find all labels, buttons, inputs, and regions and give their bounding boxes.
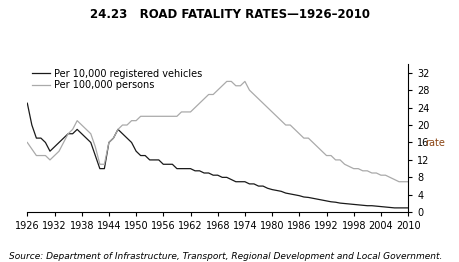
Per 10,000 registered vehicles [138, 154, 143, 157]
Line: Per 10,000 registered vehicles: Per 10,000 registered vehicles [27, 103, 407, 208]
Per 10,000 registered vehicles [88, 141, 93, 144]
Y-axis label: rate: rate [424, 138, 444, 148]
Per 100,000 persons [88, 132, 93, 135]
Per 10,000 registered vehicles [382, 205, 387, 209]
Per 10,000 registered vehicles [214, 174, 220, 177]
Text: Source: Department of Infrastructure, Transport, Regional Development and Local : Source: Department of Infrastructure, Tr… [9, 253, 442, 261]
Per 10,000 registered vehicles [404, 206, 410, 209]
Per 100,000 persons [142, 115, 148, 118]
Per 100,000 persons [404, 180, 410, 183]
Per 100,000 persons [156, 115, 161, 118]
Line: Per 100,000 persons: Per 100,000 persons [27, 81, 407, 182]
Per 10,000 registered vehicles [24, 102, 30, 105]
Per 100,000 persons [395, 180, 401, 183]
Per 100,000 persons [138, 115, 143, 118]
Per 100,000 persons [214, 89, 220, 92]
Per 10,000 registered vehicles [156, 158, 161, 161]
Per 10,000 registered vehicles [142, 154, 148, 157]
Per 100,000 persons [386, 176, 392, 179]
Legend: Per 10,000 registered vehicles, Per 100,000 persons: Per 10,000 registered vehicles, Per 100,… [32, 69, 202, 90]
Per 100,000 persons [24, 141, 30, 144]
Per 100,000 persons [224, 80, 229, 83]
Text: 24.23   ROAD FATALITY RATES—1926–2010: 24.23 ROAD FATALITY RATES—1926–2010 [90, 8, 369, 21]
Per 10,000 registered vehicles [391, 206, 397, 209]
